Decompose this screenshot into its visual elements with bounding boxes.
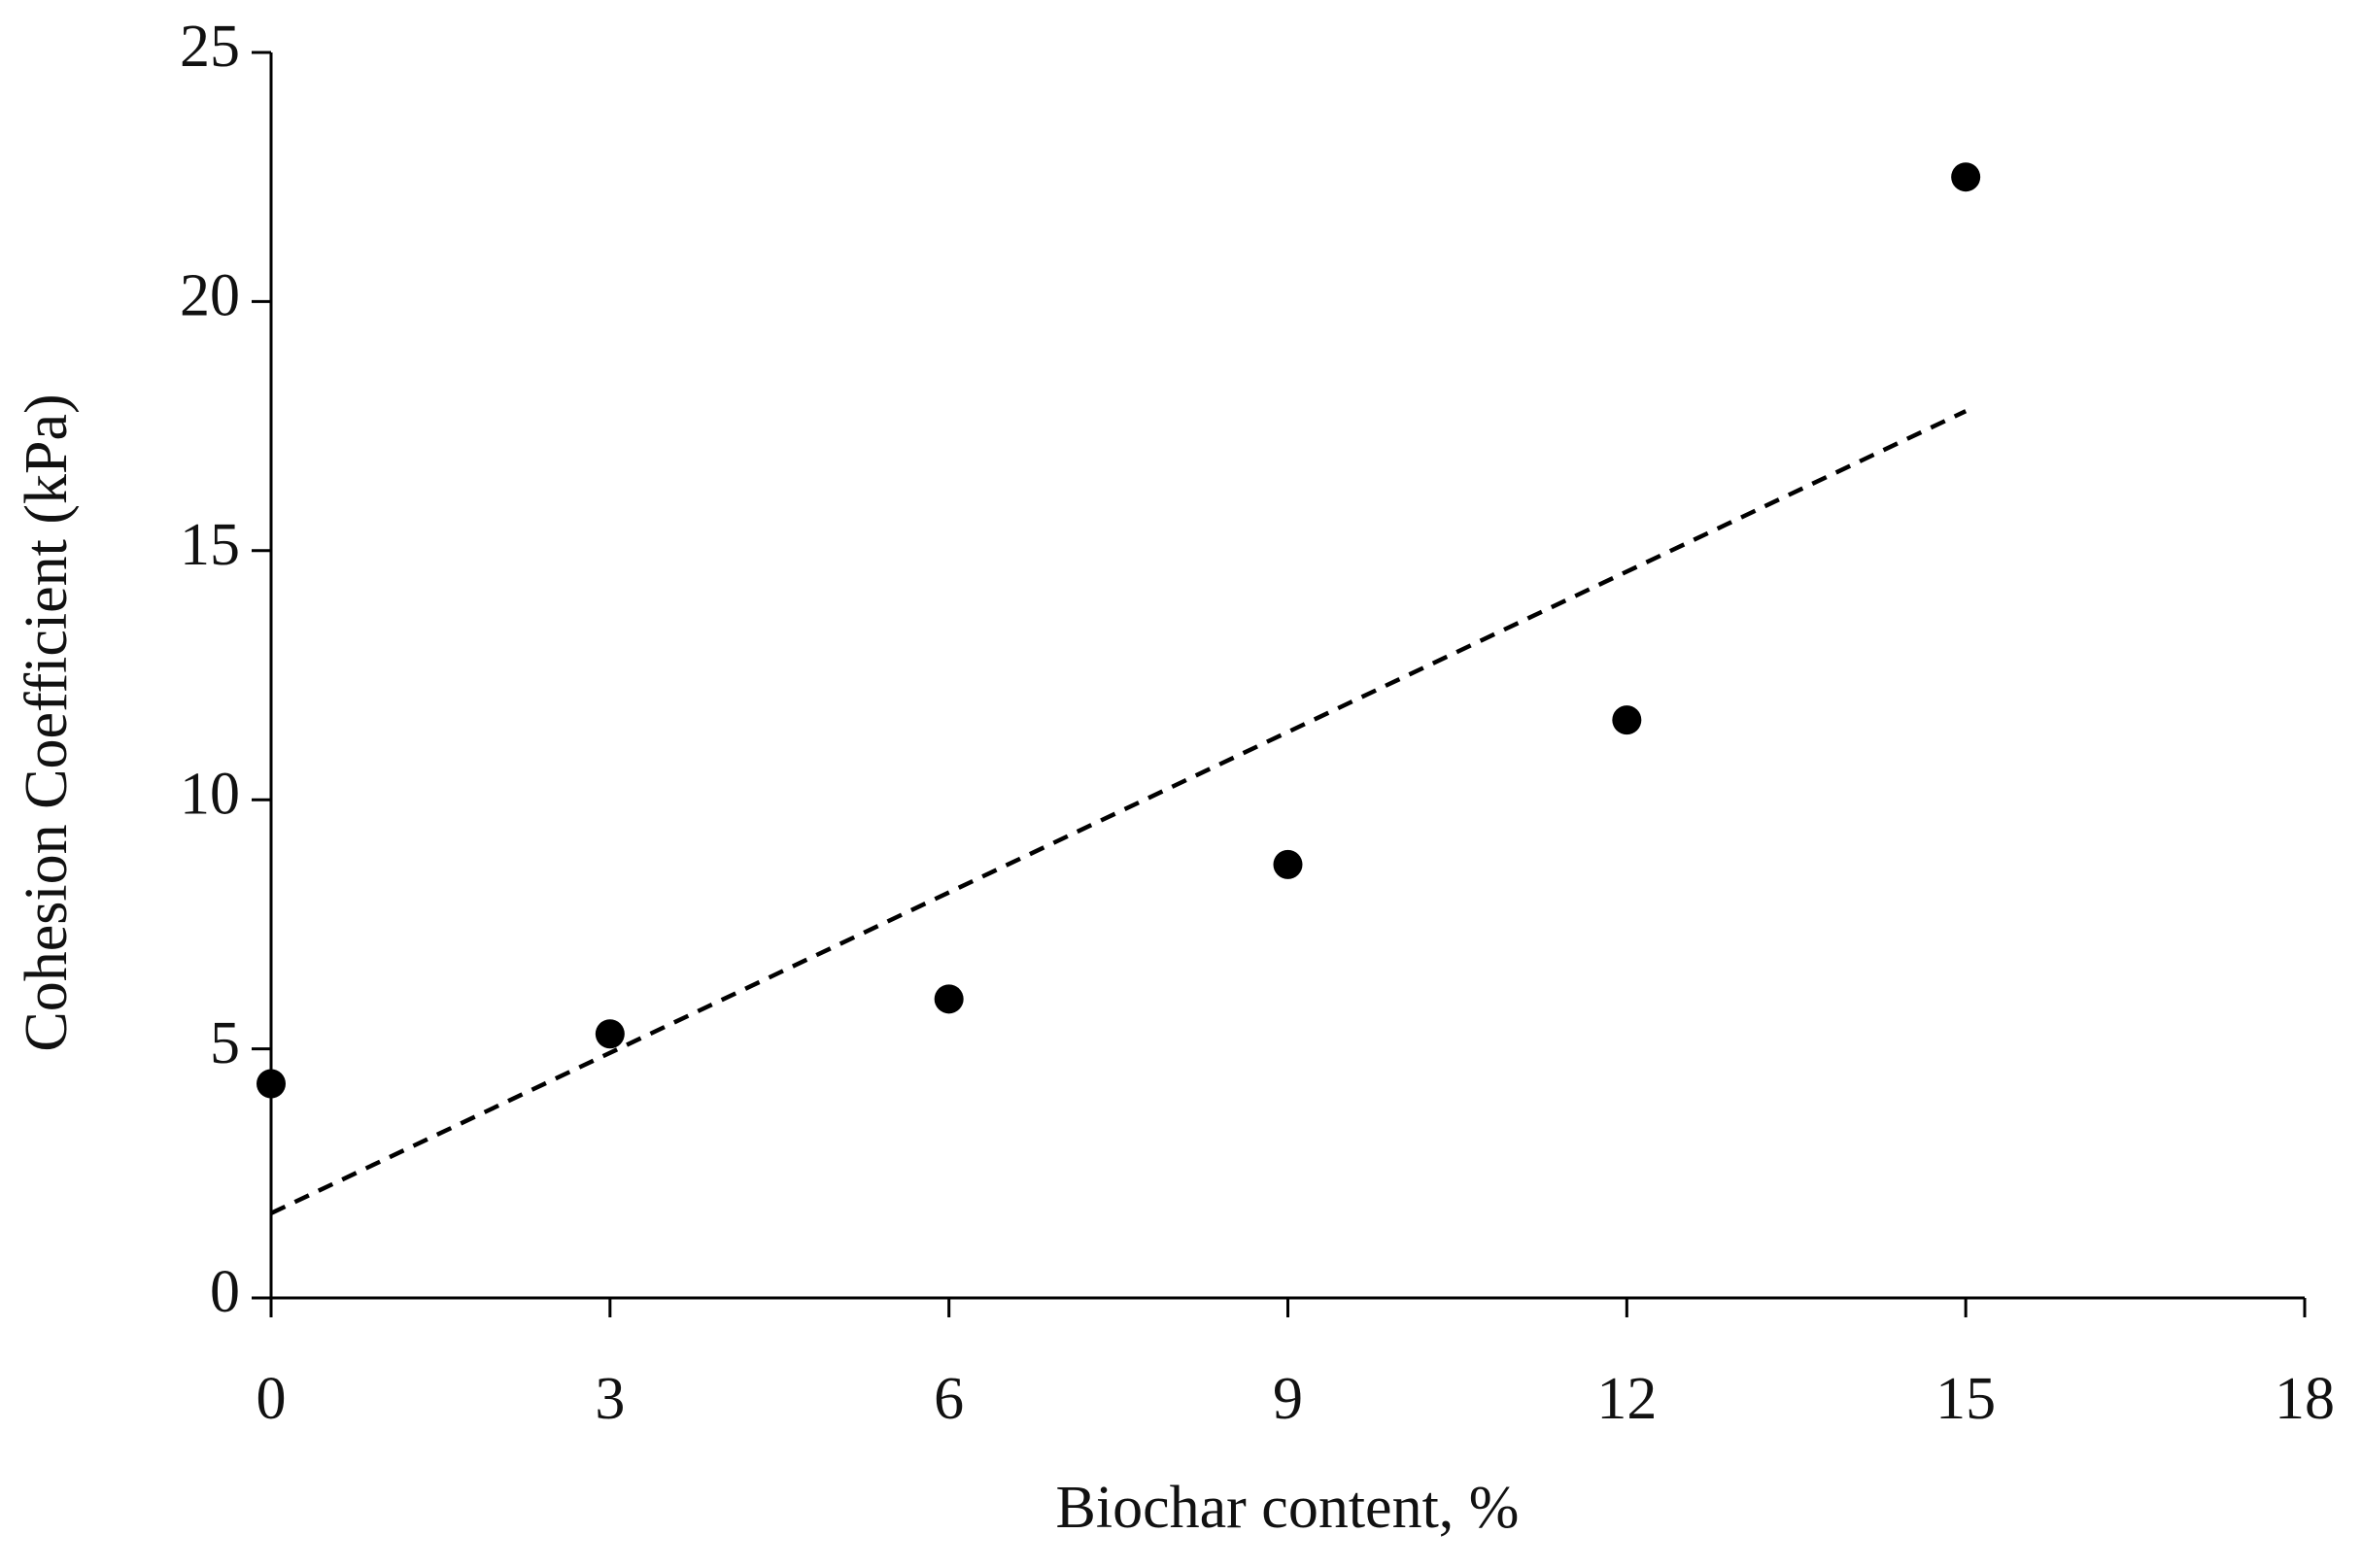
y-tick-label: 25 <box>180 14 240 80</box>
trend-line <box>270 409 1968 1215</box>
y-axis-title: Cohesion Coefficient (kPa) <box>14 393 80 1051</box>
y-tick-label: 0 <box>210 1259 240 1325</box>
data-point <box>595 1019 625 1049</box>
x-tick-label: 3 <box>595 1366 625 1432</box>
data-point <box>1951 162 1981 192</box>
y-tick-label: 10 <box>180 761 240 827</box>
x-tick-label: 15 <box>1935 1366 1996 1432</box>
x-tick-label: 0 <box>257 1366 287 1432</box>
y-tick-label: 5 <box>210 1010 240 1076</box>
y-tick-label: 20 <box>180 263 240 329</box>
data-point <box>1273 849 1303 879</box>
x-axis-title: Biochar content, % <box>1056 1475 1520 1541</box>
data-point <box>934 984 964 1014</box>
x-tick-label: 6 <box>934 1366 964 1432</box>
data-point <box>257 1069 286 1099</box>
x-tick-label: 18 <box>2275 1366 2335 1432</box>
x-tick-label: 12 <box>1596 1366 1657 1432</box>
data-point <box>1612 705 1642 735</box>
x-tick-label: 9 <box>1273 1366 1303 1432</box>
y-tick-label: 15 <box>180 512 240 578</box>
